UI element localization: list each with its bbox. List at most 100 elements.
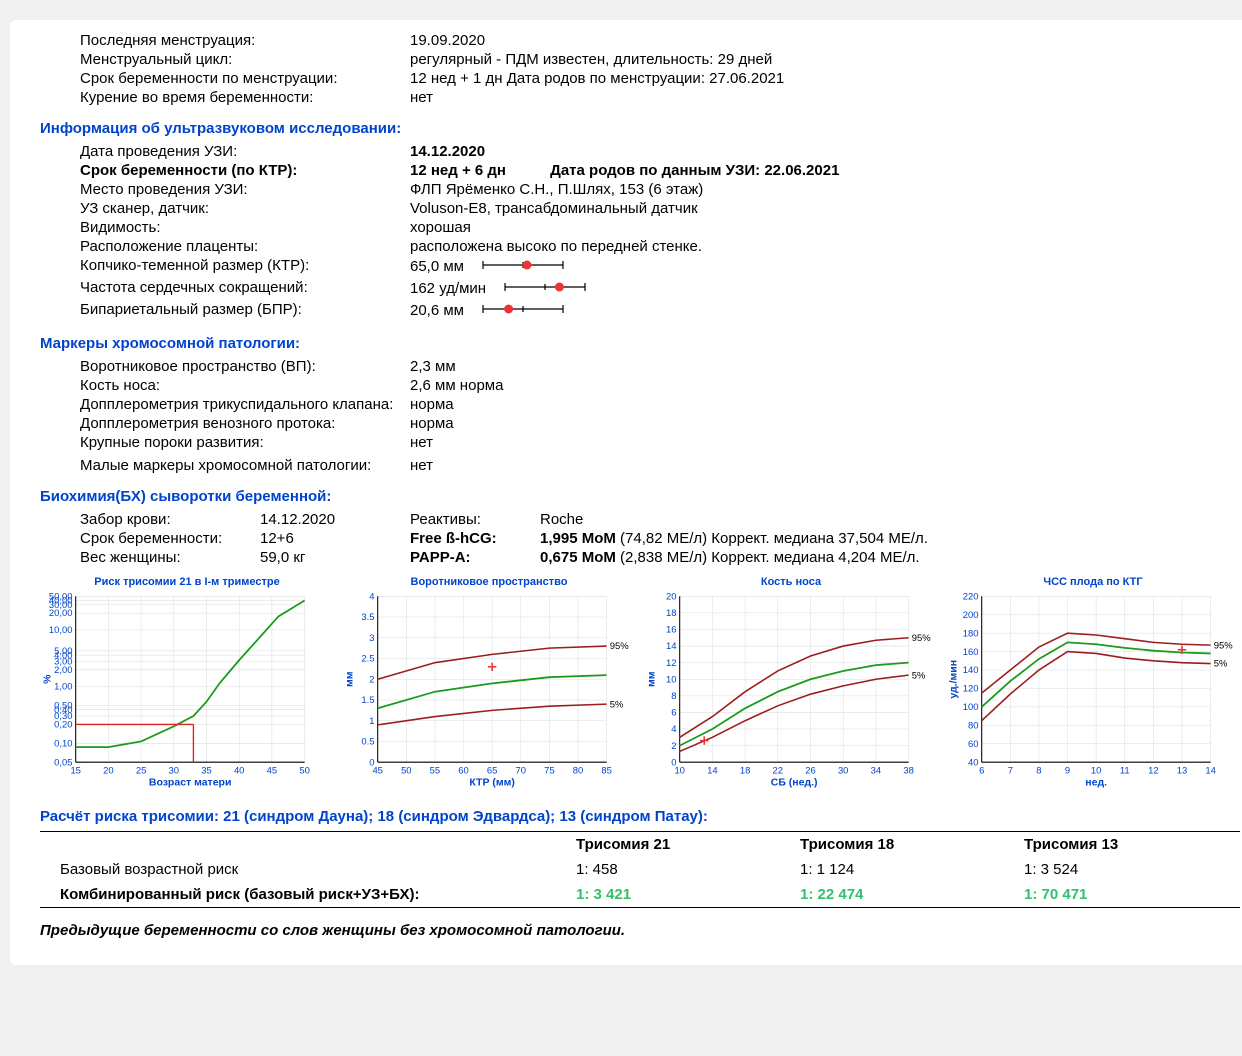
svg-text:38: 38 <box>903 766 914 777</box>
risk-table-wrap: Трисомия 21 Трисомия 18 Трисомия 13 Базо… <box>40 831 1240 908</box>
svg-text:4: 4 <box>671 724 676 735</box>
svg-text:200: 200 <box>963 610 979 621</box>
chart-1: Воротниковое пространство00.511.522.533.… <box>342 576 636 794</box>
row-us-vis: Видимость: хорошая <box>80 219 1240 236</box>
svg-text:34: 34 <box>871 766 882 777</box>
row-gest-menstr: Срок беременности по менструации: 12 нед… <box>80 70 1240 87</box>
svg-text:2,00: 2,00 <box>54 665 72 676</box>
svg-text:45: 45 <box>267 766 278 777</box>
svg-text:10: 10 <box>674 766 685 777</box>
svg-text:20,00: 20,00 <box>49 608 73 619</box>
svg-text:30: 30 <box>838 766 849 777</box>
svg-text:5%: 5% <box>1214 659 1228 670</box>
row-bpr: Бипариетальный размер (БПР): 20,6 мм <box>80 301 1240 321</box>
chart-0: Риск трисомии 21 в I-м триместре50,0040,… <box>40 576 334 794</box>
svg-text:60: 60 <box>458 766 469 777</box>
row-us-placenta: Расположение плаценты: расположена высок… <box>80 238 1240 255</box>
svg-text:2: 2 <box>369 674 374 685</box>
svg-text:КТР (мм): КТР (мм) <box>469 776 515 788</box>
svg-text:5%: 5% <box>912 670 926 681</box>
svg-text:40: 40 <box>968 757 979 768</box>
charts-panel: Риск трисомии 21 в I-м триместре50,0040,… <box>40 576 1240 794</box>
label: Последняя менструация: <box>80 32 410 49</box>
svg-text:СБ (нед.): СБ (нед.) <box>771 776 818 788</box>
bio-row-3: Вес женщины: 59,0 кг PAPP-A: 0,675 MoM (… <box>80 549 1240 566</box>
svg-text:15: 15 <box>70 766 81 777</box>
svg-text:10: 10 <box>1091 766 1102 777</box>
svg-text:95%: 95% <box>1214 640 1233 651</box>
section-us-title: Информация об ультразвуковом исследовани… <box>40 120 1240 137</box>
svg-text:14: 14 <box>1205 766 1216 777</box>
svg-text:50: 50 <box>401 766 412 777</box>
svg-text:20: 20 <box>103 766 114 777</box>
value: 19.09.2020 <box>410 32 1240 49</box>
svg-text:95%: 95% <box>610 641 629 652</box>
svg-text:220: 220 <box>963 591 979 602</box>
svg-text:18: 18 <box>666 608 677 619</box>
svg-text:9: 9 <box>1065 766 1070 777</box>
th-t13: Трисомия 13 <box>1016 832 1240 857</box>
svg-text:25: 25 <box>136 766 147 777</box>
svg-text:2: 2 <box>671 741 676 752</box>
svg-text:30: 30 <box>169 766 180 777</box>
row-last-menstruation: Последняя менструация: 19.09.2020 <box>80 32 1240 49</box>
svg-text:50: 50 <box>299 766 310 777</box>
svg-text:6: 6 <box>671 708 676 719</box>
svg-text:1: 1 <box>369 716 374 727</box>
svg-text:120: 120 <box>963 684 979 695</box>
svg-text:65: 65 <box>487 766 498 777</box>
svg-text:14: 14 <box>666 641 677 652</box>
svg-text:75: 75 <box>544 766 555 777</box>
svg-text:55: 55 <box>430 766 441 777</box>
svg-text:8: 8 <box>671 691 676 702</box>
svg-text:80: 80 <box>573 766 584 777</box>
hr-slider <box>500 279 590 299</box>
risk-table: Трисомия 21 Трисомия 18 Трисомия 13 Базо… <box>40 832 1240 907</box>
svg-text:16: 16 <box>666 625 677 636</box>
row-ktr: Копчико-теменной размер (КТР): 65,0 мм <box>80 257 1240 277</box>
footer-note: Предыдущие беременности со слов женщины … <box>40 922 1240 939</box>
svg-text:1.5: 1.5 <box>361 695 374 706</box>
svg-text:6: 6 <box>979 766 984 777</box>
svg-text:мм: мм <box>646 671 658 687</box>
svg-text:уд./мин: уд./мин <box>948 660 960 699</box>
svg-text:35: 35 <box>201 766 212 777</box>
row-us-scanner: УЗ сканер, датчик: Voluson-E8, трансабдо… <box>80 200 1240 217</box>
chart-2: Кость носа024681012141618201014182226303… <box>644 576 938 794</box>
svg-text:140: 140 <box>963 665 979 676</box>
svg-text:40: 40 <box>234 766 245 777</box>
bio-row-1: Забор крови: 14.12.2020 Реактивы: Roche <box>80 511 1240 528</box>
svg-text:0.5: 0.5 <box>361 737 374 748</box>
svg-text:5%: 5% <box>610 699 624 710</box>
row-hr: Частота сердечных сокращений: 162 уд/мин <box>80 279 1240 299</box>
chart-title: Воротниковое пространство <box>342 576 636 588</box>
us-due-date: Дата родов по данным УЗИ: 22.06.2021 <box>550 162 839 179</box>
chart-title: ЧСС плода по КТГ <box>946 576 1240 588</box>
svg-text:%: % <box>41 674 53 684</box>
bpr-slider <box>478 301 568 321</box>
svg-text:45: 45 <box>372 766 383 777</box>
svg-text:3: 3 <box>369 633 374 644</box>
row-us-date: Дата проведения УЗИ: 14.12.2020 <box>80 143 1240 160</box>
svg-text:мм: мм <box>344 671 356 687</box>
svg-text:0,20: 0,20 <box>54 720 72 731</box>
svg-text:Возраст матери: Возраст матери <box>149 776 232 788</box>
svg-text:12: 12 <box>666 658 677 669</box>
row-us-gest: Срок беременности (по КТР): 12 нед + 6 д… <box>80 162 1240 179</box>
svg-text:8: 8 <box>1036 766 1041 777</box>
svg-text:7: 7 <box>1008 766 1013 777</box>
risk-title: Расчёт риска трисомии: 21 (синдром Дауна… <box>40 808 1240 825</box>
svg-text:70: 70 <box>516 766 527 777</box>
svg-text:100: 100 <box>963 702 979 713</box>
ktr-slider <box>478 257 568 277</box>
row-cycle: Менструальный цикл: регулярный - ПДМ изв… <box>80 51 1240 68</box>
row-us-place: Место проведения УЗИ: ФЛП Ярёменко С.Н.,… <box>80 181 1240 198</box>
svg-text:85: 85 <box>601 766 612 777</box>
svg-text:18: 18 <box>740 766 751 777</box>
svg-text:4: 4 <box>369 591 374 602</box>
svg-text:11: 11 <box>1120 766 1130 777</box>
th-t21: Трисомия 21 <box>568 832 792 857</box>
svg-text:20: 20 <box>666 591 677 602</box>
svg-text:60: 60 <box>968 739 979 750</box>
bio-row-2: Срок беременности: 12+6 Free ß-hCG: 1,99… <box>80 530 1240 547</box>
